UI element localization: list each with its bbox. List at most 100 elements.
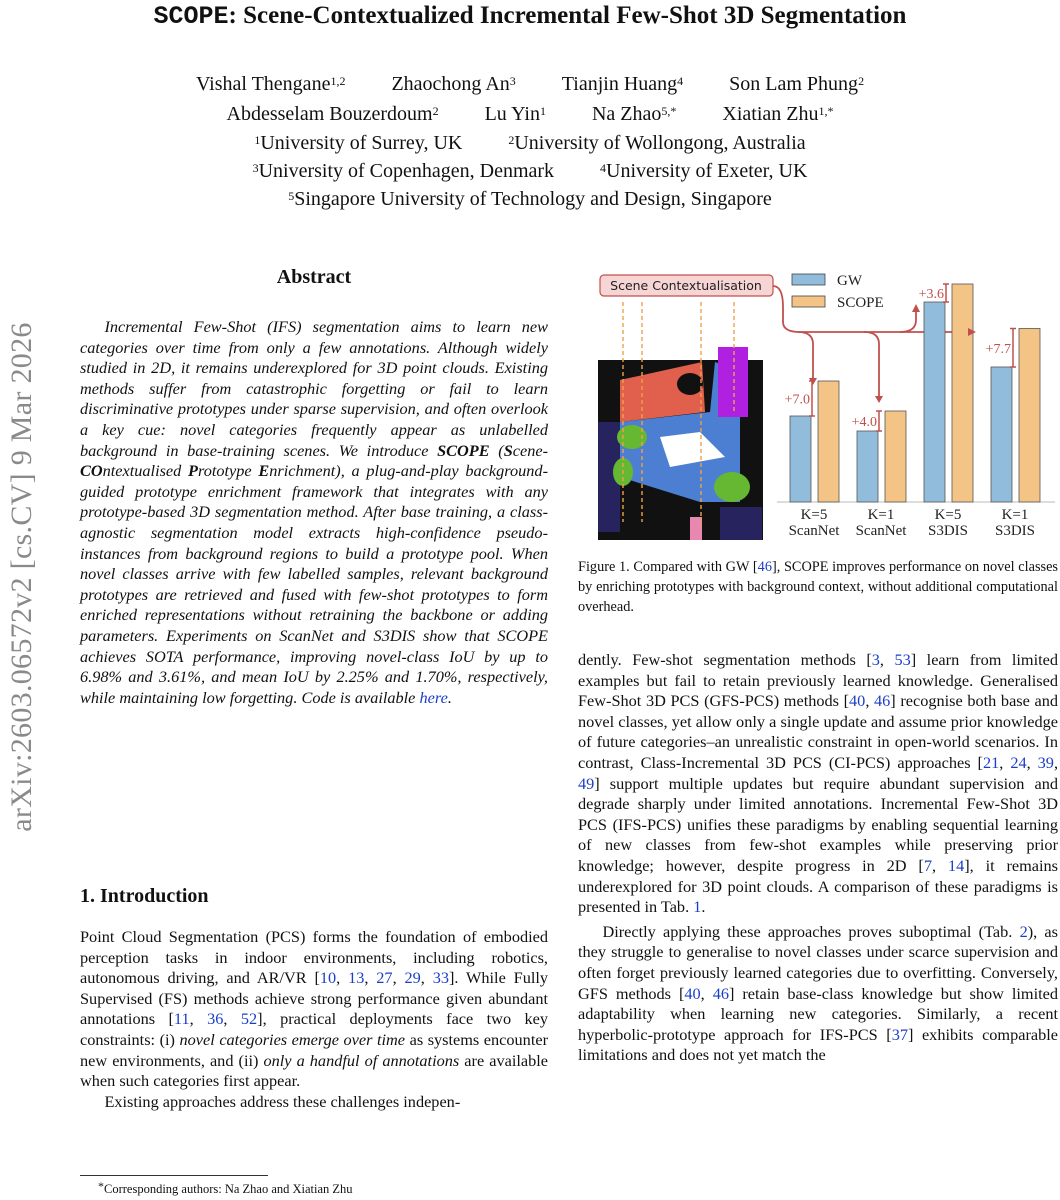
citation-link[interactable]: 11 <box>173 1009 190 1029</box>
legend-swatch-gw <box>791 273 826 286</box>
text-run: Directly applying these approaches prove… <box>602 921 1020 941</box>
text-run: ), as they struggle to generalise to nov… <box>578 921 1058 1003</box>
affiliation-name: University of Exeter, UK <box>606 160 808 182</box>
citation-link[interactable]: 14 <box>947 855 965 875</box>
affiliation-name: University of Wollongong, Australia <box>514 132 806 154</box>
bar-scope-2 <box>951 283 974 503</box>
gain-annotation: +7.0 <box>785 393 810 408</box>
x-tick-label: K=1 <box>868 507 895 523</box>
citation-link[interactable]: 3 <box>871 650 880 669</box>
citation-link[interactable]: 1 <box>693 897 702 917</box>
text-run: ]. While Fully Supervised (FS) methods a… <box>80 968 549 1029</box>
affiliation-name: University of Copenhagen, Denmark <box>258 160 555 182</box>
text-run: , <box>364 968 377 988</box>
bar-scope-0 <box>817 380 840 503</box>
citation-link[interactable]: 2 <box>1019 921 1028 941</box>
arrowhead-icon <box>968 328 976 336</box>
affiliation-line: 3University of Copenhagen, Denmark 4Unive… <box>0 157 1060 185</box>
citation-link[interactable]: 46 <box>757 559 772 575</box>
author-affiliation-mark: 1,* <box>818 104 834 118</box>
scene-region-blue <box>620 362 740 502</box>
bar-scope-1 <box>884 410 907 503</box>
bar-gw-2 <box>923 301 946 503</box>
affiliation-number: 3 <box>252 161 259 175</box>
body-paragraph: Directly applying these approaches prove… <box>578 922 1058 1066</box>
affiliation-number: 2 <box>508 133 515 147</box>
figure-1: Scene Contextualisation GWSCOPEK=5ScanNe… <box>598 273 1055 540</box>
author-row-1: Vishal Thengane1,2 Zhaochong An3 Tianjin H… <box>0 70 1060 98</box>
citation-link[interactable]: 53 <box>894 650 911 669</box>
citation-link[interactable]: 13 <box>348 968 365 988</box>
author-affiliation-mark: 3 <box>509 74 516 88</box>
author-name: Abdesselam Bouzerdoum <box>226 103 433 125</box>
citation-link[interactable]: 40 <box>849 691 866 711</box>
bar-scope-3 <box>1018 328 1041 503</box>
text-run: nrichment), a plug-and-play background-g… <box>80 461 548 707</box>
affiliation-number: 4 <box>600 161 607 175</box>
text-run: ] learn from limited examples but fail t… <box>578 650 1059 711</box>
bold-text: CO <box>80 461 103 481</box>
citation-link[interactable]: 46 <box>712 983 729 1003</box>
author-affiliation-mark: 2 <box>858 74 865 88</box>
title-text: : Scene-Contextualized Incremental Few-S… <box>228 2 907 29</box>
code-link[interactable]: here <box>419 687 448 707</box>
scene-region-purple <box>718 347 748 417</box>
figure-caption: Figure 1. Compared with GW [46], SCOPE i… <box>578 557 1058 617</box>
citation-link[interactable]: 27 <box>376 968 393 988</box>
arrowhead-icon <box>875 396 883 403</box>
abstract-paragraph: Incremental Few-Shot (IFS) segmentation … <box>80 317 548 708</box>
text-run: , <box>1026 752 1038 772</box>
scene-region-green-3 <box>714 472 750 502</box>
citation-link[interactable]: 24 <box>1010 752 1027 772</box>
right-column-body: dently. Few-shot segmentation methods [3… <box>578 650 1058 1066</box>
citation-link[interactable]: 33 <box>432 968 449 988</box>
text-run: , <box>420 968 433 988</box>
context-arrow-path <box>772 285 970 333</box>
affiliation-line: 5Singapore University of Technology and … <box>0 185 1060 213</box>
scene-region-navy <box>598 422 620 532</box>
citation-link[interactable]: 21 <box>982 752 1000 772</box>
arxiv-stamp: arXiv:2603.06572v2 [cs.CV] 9 Mar 2026 <box>5 322 38 832</box>
scene-object-black <box>677 373 703 395</box>
footnote-mark: * <box>98 1179 104 1193</box>
x-tick-label: S3DIS <box>928 523 968 539</box>
text-run: are available when such categories first… <box>80 1050 548 1091</box>
gain-annotation: +7.7 <box>986 342 1011 357</box>
citation-link[interactable]: 10 <box>319 968 337 988</box>
citation-link[interactable]: 52 <box>240 1009 258 1029</box>
citation-link[interactable]: 7 <box>923 855 932 875</box>
intro-heading-wrap: 1. Introduction <box>80 885 209 908</box>
bar-gw-0 <box>789 415 812 503</box>
affiliation-number: 1 <box>254 133 261 147</box>
context-arrow <box>899 310 917 333</box>
author-name: Tianjin Huang <box>561 73 678 95</box>
scene-region-green-1 <box>617 425 647 449</box>
arrowhead-icon <box>912 304 920 312</box>
citation-link[interactable]: 37 <box>891 1024 908 1044</box>
text-run: , <box>392 968 405 988</box>
x-tick-label: K=5 <box>801 507 828 523</box>
x-tick-label: S3DIS <box>995 523 1035 539</box>
citation-link[interactable]: 40 <box>684 983 701 1003</box>
text-run: dently. Few-shot segmentation methods [ <box>578 650 872 669</box>
citation-link[interactable]: 46 <box>874 691 891 711</box>
citation-link[interactable]: 36 <box>207 1009 224 1029</box>
text-run: , <box>336 968 349 988</box>
emphasis-text: novel categories emerge over time <box>179 1029 406 1049</box>
author-affiliation-mark: 5,* <box>661 104 677 118</box>
author-affiliation-mark: 1,2 <box>330 74 346 88</box>
footnote-rule <box>80 1175 268 1176</box>
citation-link[interactable]: 29 <box>404 968 421 988</box>
author-affiliation-mark: 2 <box>432 104 439 118</box>
citation-link[interactable]: 49 <box>578 773 595 793</box>
scene-region-navy-2 <box>720 507 762 540</box>
citation-link[interactable]: 39 <box>1037 752 1054 772</box>
x-tick-label: ScanNet <box>856 523 908 539</box>
scene-contextualisation-label: Scene Contextualisation <box>610 278 762 293</box>
paper-title: SCOPE: Scene-Contextualized Incremental … <box>0 2 1060 31</box>
abstract-heading-wrap: Abstract <box>80 266 548 289</box>
text-run: ( <box>489 440 504 460</box>
text-run: Point Cloud Segmentation (PCS) forms the… <box>80 927 548 988</box>
abstract-body: Incremental Few-Shot (IFS) segmentation … <box>80 317 548 708</box>
arrowhead-icon <box>809 378 817 385</box>
